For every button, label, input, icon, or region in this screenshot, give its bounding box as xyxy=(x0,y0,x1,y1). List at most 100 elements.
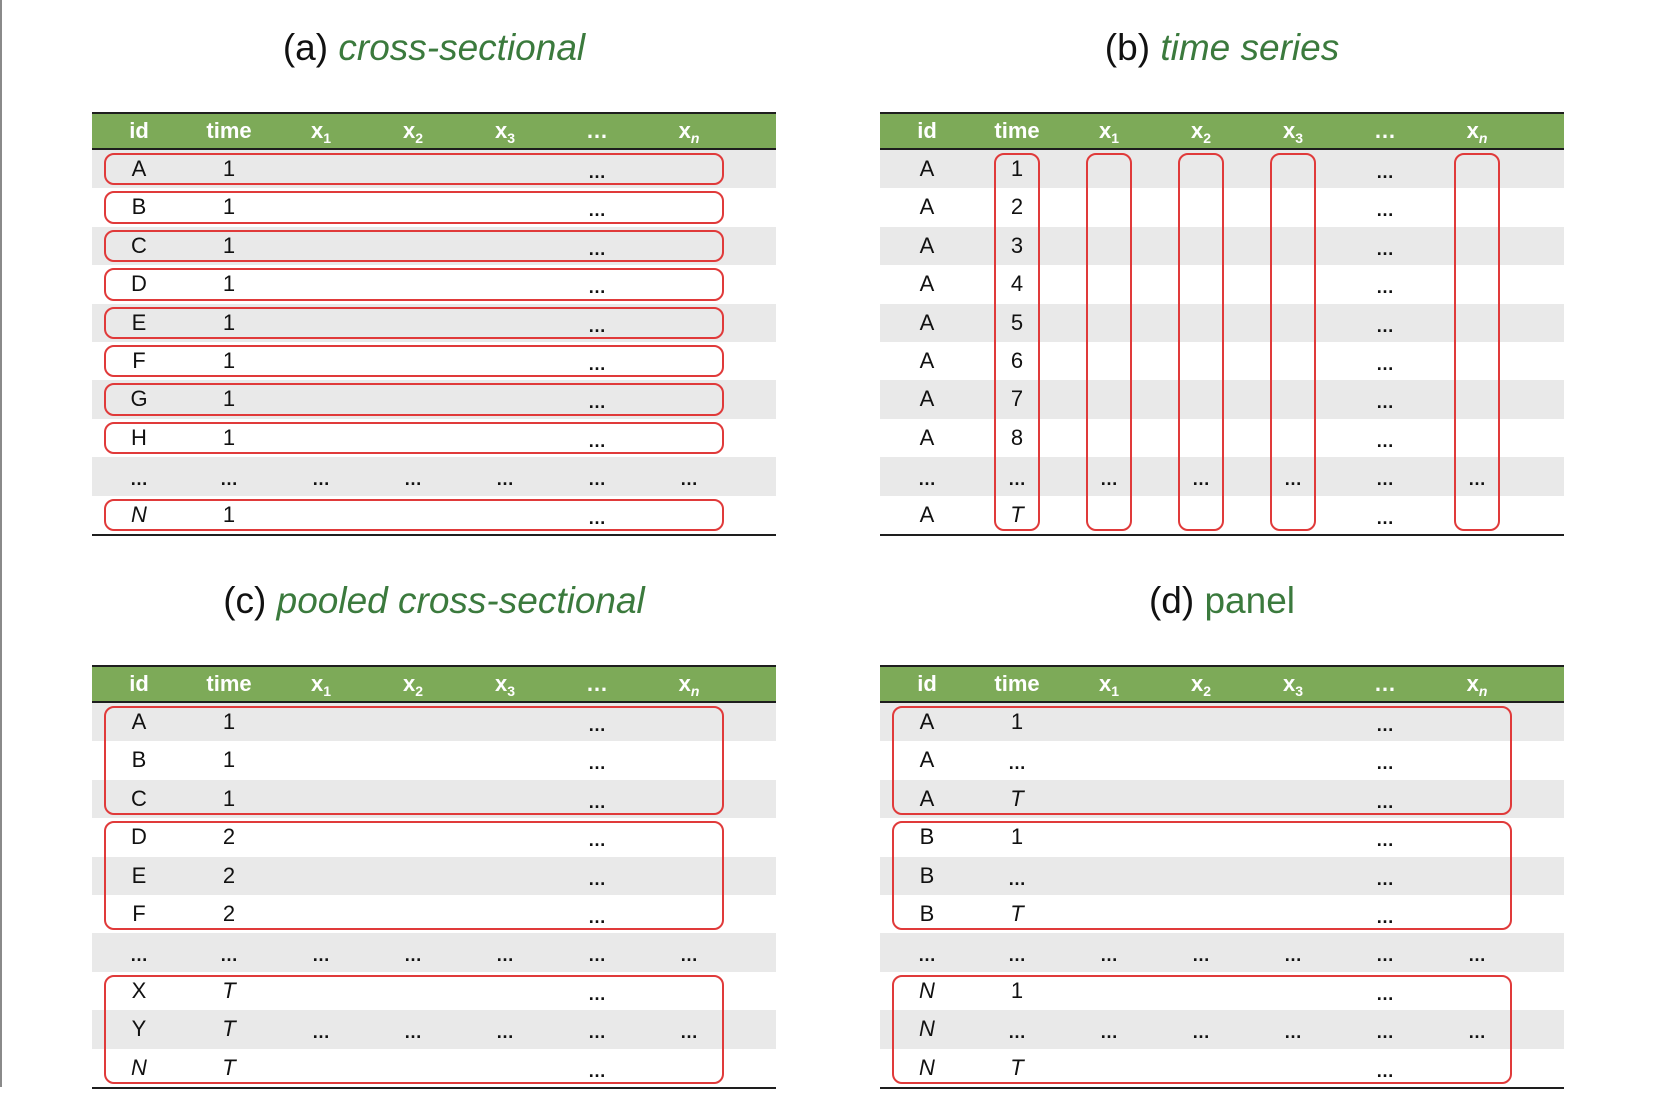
table-row: A 4… xyxy=(880,265,1564,303)
cell-x2: … xyxy=(404,1022,422,1043)
cell-ellipsis: … xyxy=(588,162,606,182)
table-row: ………………… xyxy=(880,457,1564,496)
table-row: D 1… xyxy=(92,265,776,303)
cell-id: A xyxy=(131,156,147,181)
cell-time: 1 xyxy=(222,501,236,527)
column-header-x2: x2 xyxy=(402,118,424,146)
cell-id: A xyxy=(919,194,935,220)
table-row: F 1… xyxy=(92,342,776,380)
table-row: B T… xyxy=(880,895,1564,933)
cell-id: B xyxy=(131,747,147,773)
cell-id: A xyxy=(919,501,935,527)
cell-id: B xyxy=(131,194,147,220)
cell-ellipsis: … xyxy=(1376,353,1394,374)
table-row: ………………… xyxy=(92,933,776,972)
cell-time: 2 xyxy=(222,862,236,888)
table-row: A 1… xyxy=(92,703,776,742)
cell-x2: … xyxy=(404,945,422,966)
column-header-x1: x1 xyxy=(310,118,332,146)
column-header-x2: x2 xyxy=(402,671,424,699)
cell-id: A xyxy=(919,156,935,181)
table-row: A T… xyxy=(880,496,1564,534)
table-header: id time x1 x2 x3 … xn xyxy=(880,665,1564,703)
table-row: A 2… xyxy=(880,188,1564,226)
table-row: B 1… xyxy=(92,741,776,779)
cell-id: C xyxy=(131,785,147,811)
panel-name: cross-sectional xyxy=(338,27,586,68)
cell-ellipsis: … xyxy=(588,1060,606,1081)
cell-xn: … xyxy=(1468,1022,1486,1043)
cell-id: … xyxy=(918,945,936,966)
cell-id: Y xyxy=(131,1016,147,1042)
cell-ellipsis: … xyxy=(588,983,606,1004)
cell-id: G xyxy=(130,386,148,412)
cell-ellipsis: … xyxy=(588,277,606,298)
cell-time: 5 xyxy=(1010,309,1024,335)
table-row: B 1… xyxy=(880,818,1564,856)
column-header-xn: xn xyxy=(1466,671,1488,699)
cell-time: … xyxy=(1008,469,1026,490)
cell-id: H xyxy=(131,424,147,450)
cell-time: 4 xyxy=(1010,271,1024,297)
cell-ellipsis: … xyxy=(588,315,606,336)
cell-time: T xyxy=(1010,1054,1024,1080)
cell-ellipsis: … xyxy=(588,1022,606,1043)
cell-ellipsis: … xyxy=(1376,868,1394,889)
column-header-time: time xyxy=(206,671,252,696)
column-header-x1: x1 xyxy=(1098,118,1120,146)
panel-label: (b) xyxy=(1104,27,1151,68)
table-bottom-rule xyxy=(92,533,776,536)
cell-id: N xyxy=(131,501,147,527)
column-header-ellipsis: … xyxy=(586,118,608,143)
cell-time: 1 xyxy=(1010,824,1024,850)
cell-ellipsis: … xyxy=(588,945,606,966)
table-row: Y T…………… xyxy=(92,1010,776,1049)
panel-name: pooled cross-sectional xyxy=(276,580,645,621)
table-row: C 1… xyxy=(92,779,776,819)
cell-id: A xyxy=(919,386,935,412)
table-row: E 2… xyxy=(92,856,776,895)
column-header-xn: xn xyxy=(1466,118,1488,146)
table-row: ………………… xyxy=(880,933,1564,972)
cell-time: 1 xyxy=(222,386,236,412)
cell-id: D xyxy=(131,271,147,297)
cell-time: … xyxy=(220,469,238,490)
cell-ellipsis: … xyxy=(588,238,606,259)
cell-time: T xyxy=(222,977,236,1003)
table-bottom-rule xyxy=(880,1086,1564,1089)
column-header-time: time xyxy=(994,118,1040,143)
cell-x1: … xyxy=(1100,1022,1118,1043)
table-row: A 7 … xyxy=(880,380,1564,419)
panel-name: panel xyxy=(1204,580,1296,621)
cell-ellipsis: … xyxy=(1376,392,1394,413)
column-header-ellipsis: … xyxy=(1374,118,1396,143)
cell-ellipsis: … xyxy=(1376,715,1394,735)
table-header: id time x1 x2 x3 … xn xyxy=(92,665,776,703)
table-row: N 1… xyxy=(92,496,776,534)
cell-time: 7 xyxy=(1010,386,1024,412)
cell-id: … xyxy=(918,469,936,490)
cell-id: N xyxy=(919,1054,935,1080)
cell-x3: … xyxy=(496,1022,514,1043)
cell-ellipsis: … xyxy=(1376,162,1394,182)
panel-name: time series xyxy=(1160,27,1340,68)
cell-x2: … xyxy=(1192,1022,1210,1043)
panel-title: (d) panel xyxy=(880,577,1564,625)
cell-id: B xyxy=(919,862,935,888)
cell-ellipsis: … xyxy=(1376,830,1394,851)
column-header-x2: x2 xyxy=(1190,671,1212,699)
cell-id: A xyxy=(919,747,935,773)
column-header-id: id xyxy=(917,671,937,696)
cell-x3: … xyxy=(1284,945,1302,966)
cell-id: A xyxy=(919,271,935,297)
cell-ellipsis: … xyxy=(588,469,606,490)
table-row: B…… xyxy=(880,856,1564,895)
cell-ellipsis: … xyxy=(1376,469,1394,490)
table-row: N……………… xyxy=(880,1010,1564,1049)
cell-x1: … xyxy=(312,945,330,966)
cell-id: A xyxy=(919,709,935,734)
cell-time: T xyxy=(1010,785,1024,811)
cell-id: F xyxy=(132,347,146,373)
cell-xn: … xyxy=(680,1022,698,1043)
cell-time: 1 xyxy=(222,156,236,181)
